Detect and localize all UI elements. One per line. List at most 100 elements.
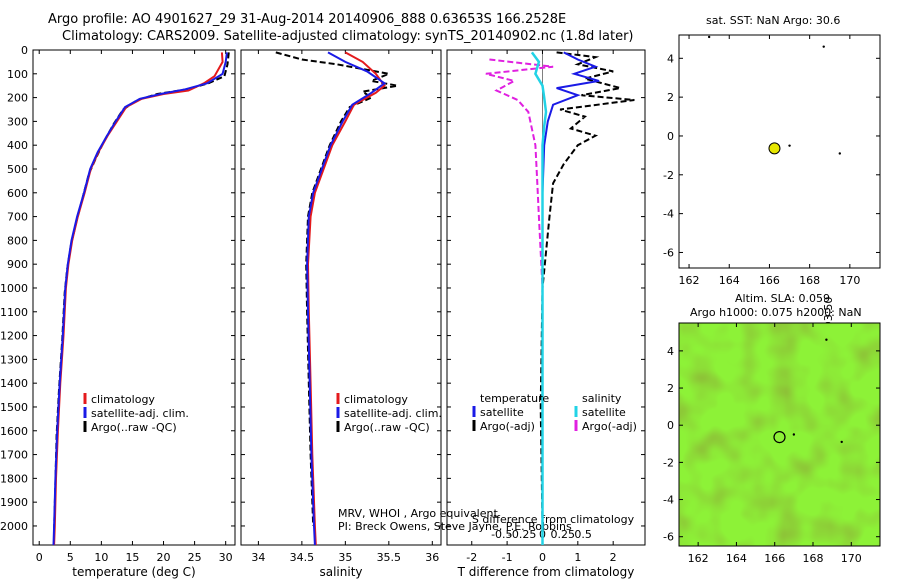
sla-map-xtick-label: 162 bbox=[688, 552, 709, 565]
sst-map-profile-dot bbox=[788, 144, 791, 147]
sla-map-profile-dot bbox=[840, 440, 843, 444]
sst-map-ytick-label: 2 bbox=[667, 91, 674, 104]
temperature-ytick-label: 1500 bbox=[0, 401, 28, 414]
sla-map-profile-dot bbox=[792, 433, 796, 436]
sst-map-profile-dot bbox=[838, 152, 841, 155]
temperature-ytick-label: 1800 bbox=[0, 472, 28, 485]
sla-map-ytick-label: 4 bbox=[667, 345, 674, 358]
sst-map-xtick-label: 168 bbox=[799, 274, 820, 287]
difference-temperature-satellite-line bbox=[541, 51, 600, 545]
difference-temperature-argo-line bbox=[539, 51, 635, 527]
sla-map-float-marker bbox=[773, 431, 786, 444]
salinity-xtick-label: 34 bbox=[251, 551, 265, 564]
difference-inner-xlabel: S difference from climatology bbox=[472, 513, 635, 526]
salinity-xtick-label: 34.5 bbox=[290, 551, 315, 564]
difference-legend-title-salinity: salinity bbox=[582, 392, 622, 405]
temperature-argo-line bbox=[53, 52, 230, 531]
temperature-legend-climatology-label: climatology bbox=[91, 393, 155, 406]
difference-axes bbox=[446, 49, 646, 546]
salinity-xtick-label: 35.5 bbox=[377, 551, 402, 564]
temperature-climatology-line bbox=[53, 52, 224, 546]
temperature-ytick-label: 2000 bbox=[0, 520, 28, 533]
temperature-ytick-label: 1900 bbox=[0, 496, 28, 509]
sst-map-profile-dot bbox=[822, 45, 825, 48]
difference-legend-s-satellite-label: satellite bbox=[582, 406, 626, 419]
credit-line-2: PI: Breck Owens, Steve Jayne, P.E. Robbi… bbox=[338, 520, 572, 533]
salinity-climatology-line bbox=[306, 51, 386, 546]
sst-map-float-marker bbox=[768, 142, 781, 155]
salinity-legend-climatology-label: climatology bbox=[344, 393, 408, 406]
sst-map-ytick-label: 4 bbox=[667, 52, 674, 65]
sst-map-xtick-label: 170 bbox=[839, 274, 860, 287]
sst-map-ytick-label: -6 bbox=[663, 246, 674, 259]
sst-map-xtick-label: 162 bbox=[679, 274, 700, 287]
sla-map-xtick-label: 168 bbox=[803, 552, 824, 565]
temperature-ytick-label: 1200 bbox=[0, 330, 28, 343]
sla-map-ytick-label: -2 bbox=[663, 456, 674, 469]
sst-map-profile-dot bbox=[707, 35, 711, 39]
temperature-legend-argo-label: Argo(..raw -QC) bbox=[91, 421, 177, 434]
temperature-ytick-label: 400 bbox=[7, 139, 28, 152]
temperature-xlabel: temperature (deg C) bbox=[72, 565, 195, 579]
sst-map-axes bbox=[678, 34, 881, 269]
temperature-ytick-label: 1300 bbox=[0, 353, 28, 366]
difference-legend-t-argo-label: Argo(-adj) bbox=[480, 420, 535, 433]
temperature-ytick-label: 300 bbox=[7, 115, 28, 128]
salinity-axes bbox=[240, 49, 442, 546]
temperature-ytick-label: 900 bbox=[7, 258, 28, 271]
sla-title-2: Argo h1000: 0.075 h2000: NaN bbox=[690, 306, 862, 319]
salinity-xtick-label: 35 bbox=[338, 551, 352, 564]
temperature-axes bbox=[32, 49, 236, 546]
temperature-ytick-label: 200 bbox=[7, 92, 28, 105]
difference-xlabel: T difference from climatology bbox=[457, 565, 635, 579]
difference-salinity-satellite-line bbox=[530, 51, 548, 545]
temperature-xtick-label: 20 bbox=[157, 551, 171, 564]
sst-map-xtick-label: 164 bbox=[719, 274, 740, 287]
sla-map-ytick-label: 0 bbox=[667, 419, 674, 432]
difference-inner-tick-label: -0.25 bbox=[508, 528, 536, 541]
temperature-ytick-label: 1400 bbox=[0, 377, 28, 390]
sst-map-xtick-label: 166 bbox=[759, 274, 780, 287]
difference-xtick-label: -1 bbox=[502, 551, 513, 564]
sst-map-ytick-label: -4 bbox=[663, 208, 674, 221]
temperature-ytick-label: 0 bbox=[21, 44, 28, 57]
sla-map-profile-dot bbox=[825, 338, 828, 341]
temperature-xtick-label: 30 bbox=[219, 551, 233, 564]
temperature-ytick-label: 700 bbox=[7, 211, 28, 224]
difference-inner-tick-label: 0.25 bbox=[551, 528, 576, 541]
difference-inner-tick-label: -0.5 bbox=[491, 528, 512, 541]
difference-legend-s-argo-label: Argo(-adj) bbox=[582, 420, 637, 433]
salinity-xtick-label: 36 bbox=[425, 551, 439, 564]
sla-map-xtick-label: 170 bbox=[841, 552, 862, 565]
temperature-legend-satellite-label: satellite-adj. clim. bbox=[91, 407, 189, 420]
difference-legend-t-satellite-label: satellite bbox=[480, 406, 524, 419]
temperature-ytick-label: 500 bbox=[7, 163, 28, 176]
sst-title: sat. SST: NaN Argo: 30.6 bbox=[706, 14, 841, 27]
difference-xtick-label: -2 bbox=[466, 551, 477, 564]
temperature-ytick-label: 1000 bbox=[0, 282, 28, 295]
salinity-legend-argo-label: Argo(..raw -QC) bbox=[344, 421, 430, 434]
difference-inner-tick-label: 0.5 bbox=[574, 528, 592, 541]
salinity-argo-line bbox=[275, 51, 398, 527]
difference-xtick-label: 2 bbox=[610, 551, 617, 564]
sla-map-xtick-label: 164 bbox=[726, 552, 747, 565]
difference-xtick-label: 0 bbox=[539, 551, 546, 564]
title-line-1: Argo profile: AO 4901627_29 31-Aug-2014 … bbox=[48, 12, 567, 27]
sla-title-1: Altim. SLA: 0.059 bbox=[735, 292, 831, 305]
temperature-xtick-label: 5 bbox=[67, 551, 74, 564]
sst-map-ytick-label: 0 bbox=[667, 130, 674, 143]
temperature-ytick-label: 600 bbox=[7, 187, 28, 200]
sla-map-ytick-label: 2 bbox=[667, 382, 674, 395]
salinity-xlabel: salinity bbox=[319, 565, 362, 579]
temperature-ytick-label: 1700 bbox=[0, 449, 28, 462]
temperature-ytick-label: 1600 bbox=[0, 425, 28, 438]
temperature-ytick-label: 100 bbox=[7, 68, 28, 81]
credit-line-1: MRV, WHOI , Argo equivalent bbox=[338, 507, 498, 520]
temperature-satellite-line bbox=[52, 52, 228, 546]
sla-map-xtick-label: 166 bbox=[764, 552, 785, 565]
difference-salinity-argo-line bbox=[485, 58, 554, 289]
temperature-xtick-label: 15 bbox=[125, 551, 139, 564]
title-line-2: Climatology: CARS2009. Satellite-adjuste… bbox=[62, 29, 634, 44]
temperature-xtick-label: 10 bbox=[94, 551, 108, 564]
